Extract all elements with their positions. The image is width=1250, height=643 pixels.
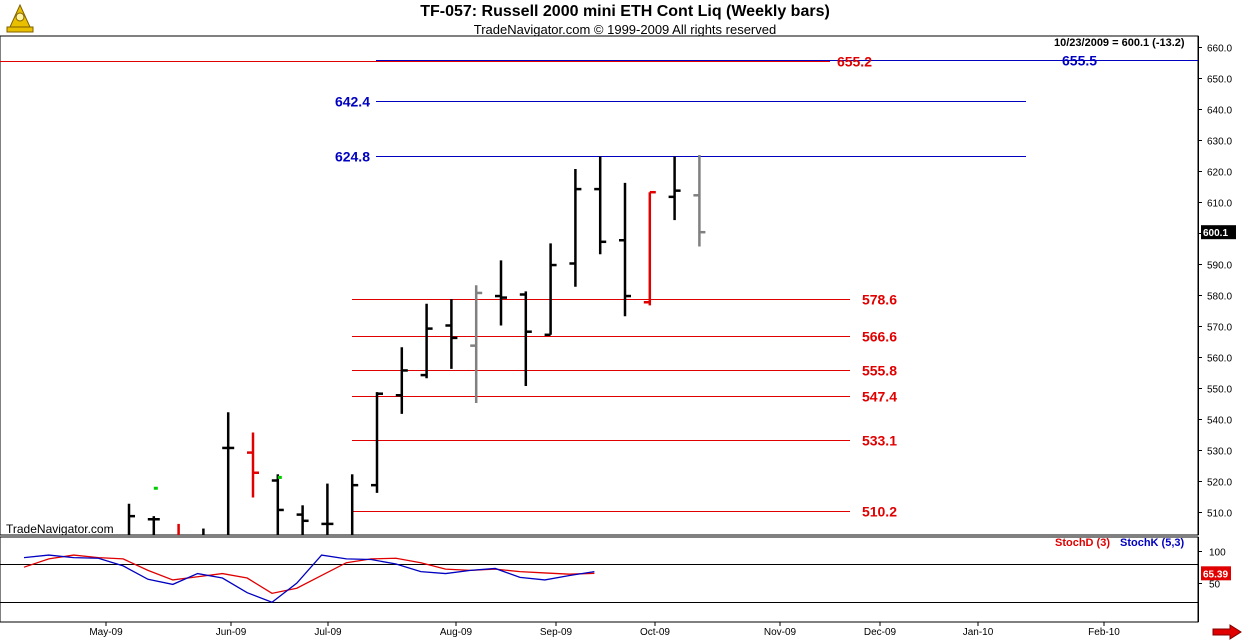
x-tick-label: Jan-10 [963,627,994,638]
ohlc-bar [395,347,408,414]
level-label: 547.4 [862,389,897,405]
ohlc-bar [619,182,631,317]
price-tick-label: 660.0 [1207,44,1232,55]
chart-title: TF-057: Russell 2000 mini ETH Cont Liq (… [420,3,830,20]
legend-stochd: StochD (3) [1055,537,1110,549]
watermark-label: TradeNavigator.com [6,522,114,536]
x-tick-label: Oct-09 [640,627,670,638]
x-tick-label: May-09 [89,627,123,638]
level-label: 578.6 [862,292,897,308]
price-tick-label: 540.0 [1207,416,1232,427]
ohlc-bar [321,483,334,535]
price-tick-label: 640.0 [1207,106,1232,117]
osc-last-box [1201,566,1231,581]
ohlc-bar [222,412,235,535]
osc-tick-label: 50 [1209,580,1221,591]
level-label: 655.2 [837,54,872,70]
ohlc-bar [544,243,557,337]
price-tick-label: 630.0 [1207,137,1232,148]
price-tick-label: 510.0 [1207,509,1232,520]
price-tick-label: 600.0 [1207,230,1232,241]
compass-logo-icon[interactable] [3,3,37,35]
x-tick-label: Feb-10 [1088,627,1120,638]
x-tick-label: Nov-09 [764,627,797,638]
price-tick-label: 520.0 [1207,478,1232,489]
ohlc-bar [643,190,656,306]
level-label: 566.6 [862,329,897,345]
ohlc-bar [495,260,507,326]
ohlc-bar [127,503,135,535]
last-price-box [1201,225,1236,240]
x-tick-label: Aug-09 [440,627,473,638]
ohlc-bar [147,516,160,535]
level-label: 555.8 [862,363,897,379]
last-price-label: 600.1 [1203,228,1228,239]
ohlc-bar [693,155,706,247]
price-tick-label: 530.0 [1207,447,1232,458]
x-tick-label: Jun-09 [216,627,247,638]
price-tick-label: 650.0 [1207,75,1232,86]
price-tick-label: 620.0 [1207,168,1232,179]
oscillator-pane-border [0,536,1199,623]
ohlc-bar [668,156,681,221]
level-label: 655.5 [1062,53,1097,69]
price-pane-border [0,35,1199,536]
level-label: 642.4 [335,94,370,110]
chart-subtitle: TradeNavigator.com © 1999-2009 All right… [473,22,777,37]
level-label: 624.8 [335,149,370,165]
ohlc-bar [247,432,259,498]
ohlc-bar [350,474,359,535]
price-tick-label: 580.0 [1207,292,1232,303]
price-tick-label: 570.0 [1207,323,1232,334]
ohlc-bar [519,291,532,386]
ohlc-bar [445,299,458,369]
stochd-line [23,554,595,595]
ohlc-bar [594,156,607,255]
x-tick-label: Sep-09 [540,627,573,638]
osc-last-label: 65.39 [1203,569,1228,580]
last-price-info: 10/23/2009 = 600.1 (-13.2) [1054,37,1185,49]
ohlc-bar [420,303,433,379]
legend-stochk: StochK (5,3) [1120,537,1185,549]
price-tick-label: 550.0 [1207,385,1232,396]
ohlc-bar [470,285,483,403]
x-tick-label: Dec-09 [864,627,897,638]
level-label: 533.1 [862,433,897,449]
ohlc-bar [569,168,582,287]
level-label: 510.2 [862,504,897,520]
ohlc-bar [296,505,309,535]
x-tick-label: Jul-09 [314,627,342,638]
ohlc-bar [371,392,383,493]
price-tick-label: 560.0 [1207,354,1232,365]
right-arrow-icon[interactable] [1212,624,1242,640]
ohlc-bar [271,474,284,535]
osc-tick-label: 100 [1209,548,1226,559]
price-tick-label: 610.0 [1207,199,1232,210]
stochk-line [23,554,595,603]
price-tick-label: 590.0 [1207,261,1232,272]
